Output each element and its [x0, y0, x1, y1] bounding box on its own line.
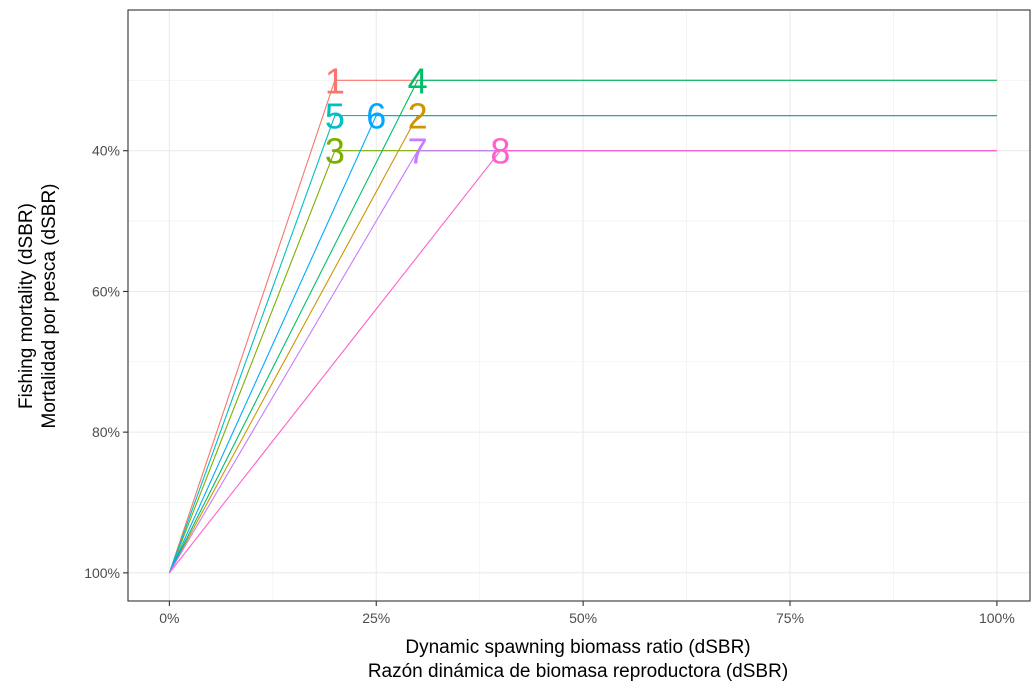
y-tick-label: 100%: [84, 565, 120, 581]
series-label-1: 1: [325, 60, 345, 101]
series-label-4: 4: [408, 60, 428, 101]
x-axis: 0% 25% 50% 75% 100%: [159, 601, 1015, 626]
x-axis-title: Dynamic spawning biomass ratio (dSBR): [405, 637, 750, 658]
series-line-8: [168, 150, 997, 574]
grid-major: [128, 10, 1030, 601]
series-label-6: 6: [366, 96, 386, 137]
series-lines: [168, 79, 997, 574]
series-label-7: 7: [408, 131, 428, 172]
y-axis: 40% 60% 80% 100%: [84, 143, 128, 581]
series-labels: 1 2 3 4 5 67 8: [325, 60, 511, 171]
y-tick-label: 40%: [92, 143, 120, 159]
y-axis-title: Fishing mortality (dSBR): [16, 203, 37, 409]
series-label-8: 8: [490, 131, 510, 172]
x-tick-label: 50%: [569, 610, 597, 626]
series-label-3: 3: [325, 131, 345, 172]
grid-minor: [128, 10, 1030, 601]
x-tick-label: 100%: [979, 610, 1015, 626]
x-tick-label: 25%: [362, 610, 390, 626]
y-tick-label: 80%: [92, 424, 120, 440]
x-tick-label: 0%: [159, 610, 179, 626]
series-label-5: 5: [325, 96, 345, 137]
y-tick-label: 60%: [92, 283, 120, 299]
panel-border: [127, 9, 1031, 602]
series-line-4: [168, 79, 997, 574]
x-axis-title-es: Razón dinámica de biomasa reproductora (…: [368, 661, 788, 682]
series-label-2: 2: [408, 96, 428, 137]
x-tick-label: 75%: [776, 610, 804, 626]
series-line-6: [168, 114, 997, 574]
y-axis-title-es: Mortalidad por pesca (dSBR): [39, 184, 60, 429]
